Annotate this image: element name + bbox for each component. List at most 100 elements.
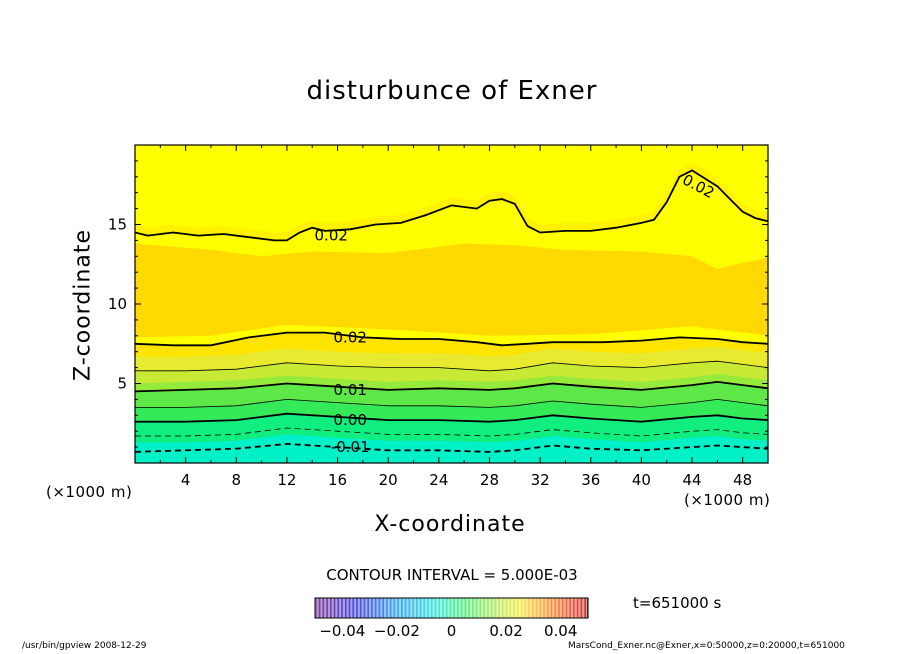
colorbar-swatch [474,598,476,618]
colorbar-swatch [357,598,359,618]
colorbar-swatch [537,598,539,618]
colorbar-swatch [575,598,577,618]
y-tick-label: 10 [108,295,127,313]
colorbar-swatch [568,598,570,618]
colorbar-swatch [448,598,450,618]
colorbar-swatch [540,598,541,618]
colorbar-swatch [369,598,371,618]
colorbar-swatch [511,598,513,618]
colorbar-swatch [585,598,587,618]
colorbar-swatch [440,598,442,618]
colorbar-swatch [425,598,427,618]
colorbar-swatch [444,598,446,618]
colorbar-swatch [551,598,552,618]
colorbar-swatch [506,598,507,618]
colorbar-swatch [351,598,353,618]
colorbar-swatch [340,598,342,618]
colorbar-swatch [406,598,408,618]
colorbar-swatch [365,598,367,618]
colorbar-swatch [489,598,491,618]
colorbar-swatch [431,598,432,618]
colorbar-swatch [375,598,376,618]
footer-program-date: /usr/bin/gpview 2008-12-29 [22,641,147,651]
colorbar-swatch [335,598,337,618]
colorbar-swatch [556,598,558,618]
colorbar-swatch [581,598,582,618]
contour-line-7 [135,442,768,453]
colorbar-swatch [452,598,454,618]
colorbar-swatch [366,598,368,618]
colorbar-swatch [409,598,410,618]
chart-title: disturbunce of Exner [306,76,598,106]
colorbar-swatch [403,598,405,618]
color-bands [135,145,768,463]
colorbar-swatch [503,598,505,618]
colorbar-swatch [338,598,339,618]
colorbar-swatch [358,598,360,618]
x-tick-label: 44 [682,471,701,489]
colorbar: −0.04 −0.02 0 0.02 0.04 [314,597,589,640]
contour-line-4 [135,398,768,408]
colorbar-swatch [414,598,416,618]
x-tick-label: 24 [429,471,448,489]
colorbar-swatch [507,598,509,618]
colorbar-swatch [319,598,320,618]
colorbar-swatch [485,598,487,618]
x-tick-label: 40 [632,471,651,489]
colorbar-swatch [402,598,404,618]
colorbar-swatch [486,598,488,618]
colorbar-swatch [469,598,470,618]
colorbar-swatch [473,598,475,618]
x-tick-label: 32 [531,471,550,489]
colorbar-swatch [499,598,501,618]
contour-line-3 [135,380,768,393]
contour-lines [135,169,768,453]
colorbar-swatch [321,598,323,618]
colorbar-swatch [563,598,565,618]
colorbar-swatch [526,598,528,618]
colorbar-swatch [405,598,406,618]
colorbar-swatch [432,598,434,618]
colorbar-swatch [542,598,544,618]
colorbar-swatch [399,598,401,618]
colorbar-swatch [586,598,588,618]
contour-line-6 [135,427,768,437]
colorbar-swatch [514,598,516,618]
colorbar-swatch [544,598,546,618]
colorbar-swatch [327,598,329,618]
colorbar-swatch [400,598,402,618]
colorbar-swatch [532,598,533,618]
colorbar-swatch [332,598,334,618]
colorbar-swatch [552,598,554,618]
y-tick-label: 5 [117,375,127,393]
colorbar-swatch [500,598,502,618]
contour-label-3: 0.01 [334,381,367,399]
colorbar-swatch [504,598,506,618]
colorbar-swatch [518,598,520,618]
colorbar-swatch [527,598,529,618]
colorbar-swatch [379,598,380,618]
colorbar-swatch [347,598,349,618]
band-7 [135,434,768,463]
colorbar-tick-label: −0.04 [319,622,365,640]
x-tick-label: 16 [328,471,347,489]
colorbar-swatch [555,598,556,618]
colorbar-swatch [411,598,413,618]
band-near-top [135,162,768,241]
colorbar-swatch [433,598,435,618]
colorbar-swatch [426,598,428,618]
colorbar-swatch [422,598,424,618]
colorbar-swatch [579,598,581,618]
x-tick-label: 8 [232,471,242,489]
colorbar-swatch [578,598,580,618]
colorbar-swatch [471,598,473,618]
colorbar-swatch [418,598,420,618]
colorbar-swatch [462,598,464,618]
colorbar-swatch [435,598,436,618]
colorbar-swatch [549,598,551,618]
colorbar-swatch [349,598,350,618]
colorbar-swatch [502,598,503,618]
x-tick-label: 48 [733,471,752,489]
colorbar-swatch [525,598,526,618]
